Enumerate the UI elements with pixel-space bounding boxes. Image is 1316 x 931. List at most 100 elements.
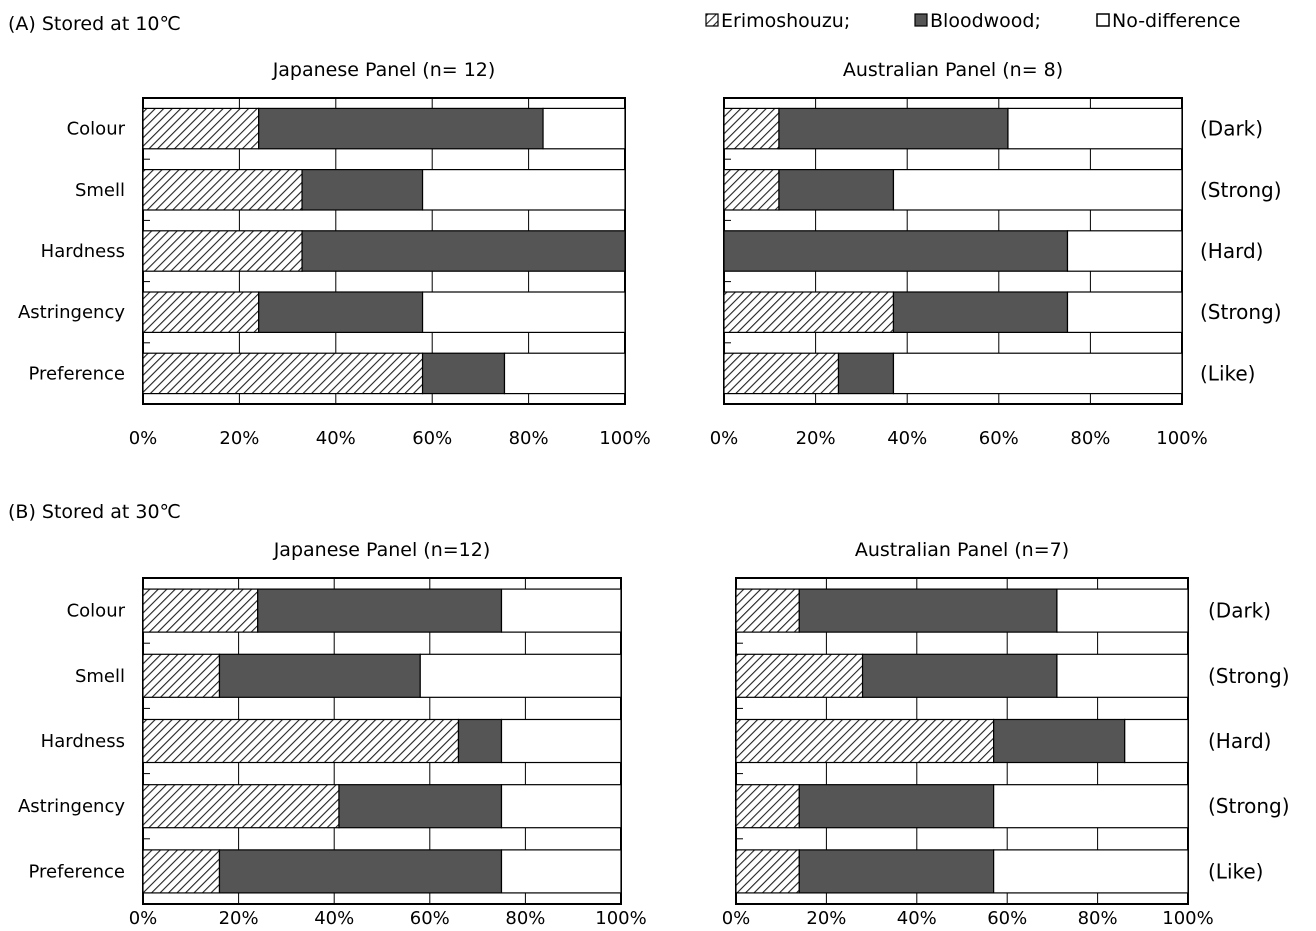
- bar-no-difference: [542, 107, 626, 150]
- direction-label: (Strong): [1208, 664, 1290, 688]
- category-label: Preference: [29, 861, 126, 882]
- direction-label: (Strong): [1208, 794, 1290, 818]
- bar-no-difference: [421, 291, 626, 333]
- x-tick-label: 20%: [806, 908, 846, 929]
- direction-label: (Like): [1200, 361, 1255, 385]
- bar-erimoshouzu: [735, 653, 864, 698]
- category-label: Hardness: [41, 731, 125, 752]
- bar-no-difference: [1066, 230, 1183, 272]
- x-tick-label: 20%: [219, 428, 259, 449]
- x-tick-label: 60%: [987, 908, 1027, 929]
- bar-erimoshouzu: [723, 169, 780, 211]
- bar-bloodwood: [258, 291, 424, 333]
- bar-erimoshouzu: [142, 849, 221, 894]
- category-label: Preference: [29, 363, 126, 384]
- chart-title: Japanese Panel (n= 12): [272, 59, 496, 81]
- bar-erimoshouzu: [723, 107, 780, 150]
- bar-no-difference: [500, 718, 622, 764]
- direction-label: (Strong): [1200, 178, 1282, 202]
- x-tick-label: 0%: [129, 908, 158, 929]
- chart-title: Australian Panel (n= 8): [843, 59, 1063, 81]
- bar-bloodwood: [258, 107, 544, 150]
- x-tick-label: 20%: [219, 908, 259, 929]
- category-label: Smell: [75, 666, 125, 687]
- chart-title: Australian Panel (n=7): [855, 539, 1069, 561]
- bar-erimoshouzu: [142, 291, 260, 333]
- chart-panel-2: Japanese Panel (n=12) 0% 20% 40% 60% 80% 100% C…: [18, 539, 647, 929]
- bar-bloodwood: [457, 718, 503, 764]
- legend-label-erimoshouzu: Erimoshouzu;: [721, 10, 850, 32]
- bar-no-difference: [500, 849, 622, 894]
- x-tick-label: 100%: [595, 908, 646, 929]
- bar-bloodwood: [837, 352, 895, 395]
- bar-bloodwood: [218, 653, 421, 698]
- bar-erimoshouzu: [142, 718, 460, 764]
- bar-no-difference: [421, 169, 626, 211]
- direction-label: (Dark): [1200, 117, 1263, 141]
- direction-label: (Like): [1208, 859, 1263, 883]
- x-tick-label: 40%: [887, 428, 927, 449]
- bar-erimoshouzu: [142, 653, 221, 698]
- category-label: Astringency: [18, 796, 125, 817]
- bar-bloodwood: [338, 784, 503, 829]
- x-tick-label: 40%: [316, 428, 356, 449]
- bar-erimoshouzu: [735, 588, 800, 633]
- x-tick-label: 0%: [722, 908, 751, 929]
- legend-label-bloodwood: Bloodwood;: [930, 10, 1041, 32]
- direction-label: (Hard): [1208, 729, 1271, 753]
- x-tick-label: 80%: [505, 908, 545, 929]
- bar-erimoshouzu: [723, 291, 895, 333]
- bar-bloodwood: [798, 849, 995, 894]
- x-tick-label: 0%: [710, 428, 739, 449]
- bar-erimoshouzu: [142, 784, 340, 829]
- bar-bloodwood: [778, 107, 1009, 150]
- x-tick-label: 80%: [509, 428, 549, 449]
- x-tick-label: 40%: [314, 908, 354, 929]
- legend-swatch-erimoshouzu: [705, 13, 719, 27]
- legend: Erimoshouzu; Bloodwood; No-difference: [705, 10, 1240, 32]
- x-tick-label: 20%: [796, 428, 836, 449]
- legend-swatch-bloodwood: [914, 13, 928, 27]
- bar-no-difference: [993, 784, 1189, 829]
- x-tick-label: 60%: [410, 908, 450, 929]
- bar-bloodwood: [861, 653, 1058, 698]
- bar-no-difference: [500, 588, 622, 633]
- bar-no-difference: [419, 653, 622, 698]
- x-tick-label: 100%: [599, 428, 650, 449]
- category-label: Smell: [75, 180, 125, 201]
- legend-swatch-no-difference: [1096, 13, 1110, 27]
- direction-label: (Dark): [1208, 599, 1271, 623]
- bar-bloodwood: [892, 291, 1069, 333]
- bar-bloodwood: [993, 718, 1126, 764]
- legend-label-no-difference: No-difference: [1112, 10, 1240, 32]
- x-tick-label: 0%: [129, 428, 158, 449]
- bar-bloodwood: [301, 230, 626, 272]
- bar-bloodwood: [798, 588, 1058, 633]
- bar-bloodwood: [301, 169, 424, 211]
- bar-no-difference: [1066, 291, 1183, 333]
- bar-no-difference: [993, 849, 1189, 894]
- bar-erimoshouzu: [142, 230, 303, 272]
- bar-erimoshouzu: [142, 352, 424, 395]
- bar-bloodwood: [257, 588, 503, 633]
- category-label: Astringency: [18, 302, 125, 323]
- bar-bloodwood: [218, 849, 503, 894]
- x-tick-label: 80%: [1070, 428, 1110, 449]
- category-label: Hardness: [41, 241, 125, 262]
- bar-bloodwood: [798, 784, 995, 829]
- bar-erimoshouzu: [142, 588, 259, 633]
- chart-panel-3: Australian Panel (n=7) 0% 20% 40% 60% 80% 100%…: [722, 539, 1290, 929]
- bar-no-difference: [1007, 107, 1183, 150]
- chart-panel-0: Japanese Panel (n= 12) 0% 20% 40% 60% 80% 100%…: [18, 59, 651, 449]
- direction-label: (Strong): [1200, 300, 1282, 324]
- bar-bloodwood: [723, 230, 1069, 272]
- bar-erimoshouzu: [142, 107, 260, 150]
- bar-erimoshouzu: [723, 352, 840, 395]
- bar-no-difference: [503, 352, 626, 395]
- bar-erimoshouzu: [142, 169, 303, 211]
- chart-panel-1: Australian Panel (n= 8) 0% 20% 40% 60% 80% 100…: [710, 59, 1282, 449]
- category-label: Colour: [67, 119, 126, 140]
- x-tick-label: 100%: [1156, 428, 1207, 449]
- bar-erimoshouzu: [735, 718, 995, 764]
